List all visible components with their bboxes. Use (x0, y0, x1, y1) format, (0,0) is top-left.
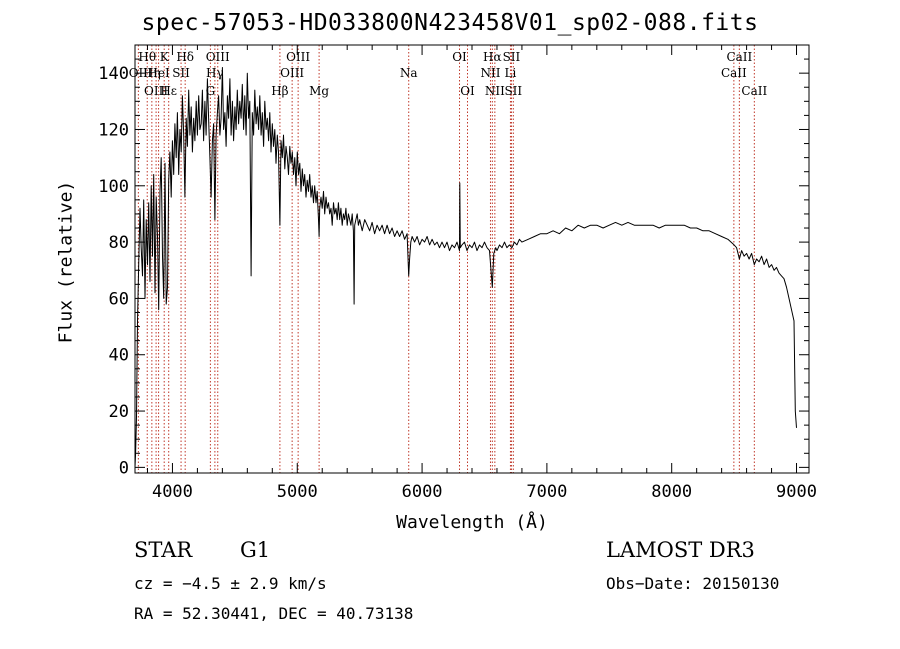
line-marker-label-0: Hθ (138, 50, 156, 64)
object-subclass: G1 (240, 538, 271, 562)
line-marker-label-23: SII (503, 50, 521, 64)
line-marker-label-20: Hα (483, 50, 502, 64)
line-marker-label-9: G (206, 84, 216, 98)
x-tick-label: 7000 (526, 482, 567, 502)
line-marker-label-6: Hε (160, 84, 177, 98)
line-marker-label-16: Na (400, 66, 418, 80)
x-tick-label: 4000 (152, 482, 193, 502)
x-tick-label: 6000 (402, 482, 443, 502)
x-tick-label: 9000 (776, 482, 817, 502)
line-marker-label-14: OIII (286, 50, 310, 64)
line-marker-label-12: Hβ (271, 84, 288, 98)
line-marker-label-2: Hη (143, 66, 161, 80)
y-axis-label: Flux (relative) (55, 180, 77, 344)
line-marker-label-10: Hγ (206, 66, 224, 80)
x-tick-label: 5000 (277, 482, 318, 502)
y-tick-label: 0 (119, 458, 129, 478)
redshift-cz: cz = −4.5 ± 2.9 km/s (134, 574, 327, 593)
y-tick-label: 120 (98, 120, 129, 140)
y-tick-label: 100 (98, 177, 129, 197)
sky-coordinates: RA = 52.30441, DEC = 40.73138 (134, 604, 414, 623)
line-marker-label-19: NII (480, 66, 500, 80)
line-marker-label-4: HeI (147, 66, 170, 80)
y-tick-label: 20 (109, 402, 129, 422)
line-marker-label-1: OII (129, 66, 149, 80)
line-marker-label-22: Li (505, 66, 517, 80)
line-marker-label-15: Mg (309, 84, 329, 98)
x-axis-label: Wavelength (Å) (396, 512, 548, 533)
object-class: STAR (134, 538, 193, 562)
line-marker-label-5: K (160, 50, 170, 64)
y-tick-label: 40 (109, 346, 129, 366)
y-tick-label: 140 (98, 64, 129, 84)
line-marker-label-3: OIII (144, 84, 168, 98)
line-marker-label-8: Hδ (176, 50, 194, 64)
line-marker-label-26: CaII (726, 50, 752, 64)
line-marker-label-17: OI (452, 50, 467, 64)
spectrum-series (134, 67, 797, 468)
y-tick-label: 60 (109, 289, 129, 309)
line-marker-label-18: OI (460, 84, 475, 98)
line-marker-label-27: CaII (741, 84, 767, 98)
line-marker-label-24: SII (504, 84, 522, 98)
axes: 4000 5000 6000 7000 8000 9000 0 20 40 60 80 100 120 1… (98, 44, 817, 502)
line-marker-label-21: NII (485, 84, 505, 98)
y-tick-label: 80 (109, 233, 129, 253)
survey-name: LAMOST DR3 (606, 538, 755, 562)
line-marker-label-25: CaII (721, 66, 747, 80)
line-marker-label-11: OIII (206, 50, 230, 64)
line-marker-label-13: OIII (280, 66, 304, 80)
chart-title: spec-57053-HD033800N423458V01_sp02-088.f… (141, 10, 759, 36)
spectrum-line (134, 67, 797, 468)
plot-frame (134, 44, 810, 474)
line-marker-label-7: SII (172, 66, 190, 80)
x-tick-label: 8000 (651, 482, 692, 502)
observation-date: Obs−Date: 20150130 (606, 574, 780, 593)
line-markers (137, 45, 755, 473)
